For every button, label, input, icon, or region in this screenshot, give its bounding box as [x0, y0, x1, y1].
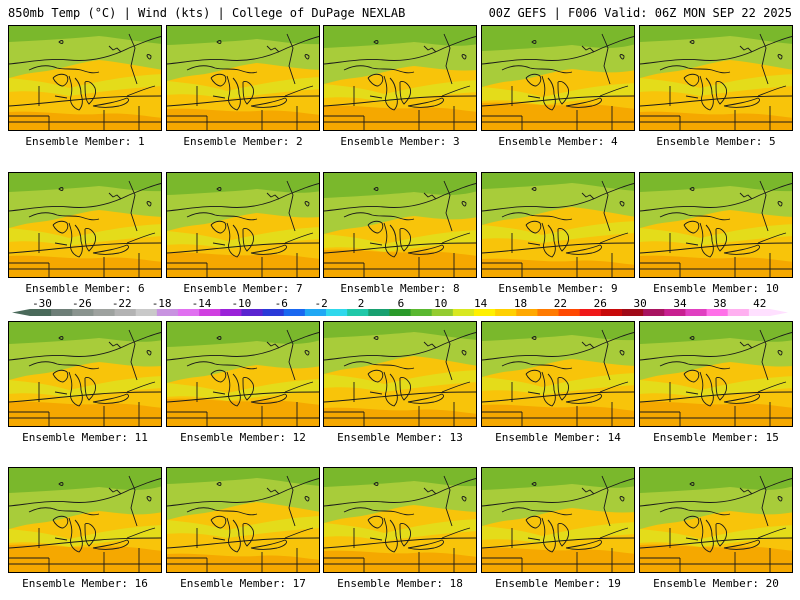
map-panel	[323, 25, 477, 131]
colorbar-tick-label: -14	[191, 297, 212, 310]
colorbar-swatch	[558, 309, 581, 316]
map-panel	[639, 172, 793, 278]
member-caption: Ensemble Member: 18	[337, 577, 463, 590]
colorbar-swatch	[579, 309, 602, 316]
colorbar-swatch	[220, 309, 242, 316]
colorbar-swatch	[178, 309, 200, 316]
map-panel	[323, 467, 477, 573]
colorbar-swatch	[664, 309, 686, 316]
member-caption: Ensemble Member: 14	[495, 431, 621, 444]
colorbar-tick-label: 18	[513, 297, 528, 310]
colorbar-tick-label: 30	[633, 297, 647, 310]
colorbar-swatch	[495, 309, 517, 316]
colorbar-tick-label: 26	[593, 297, 607, 310]
colorbar-swatch	[114, 309, 137, 316]
map-panel	[8, 172, 162, 278]
member-caption: Ensemble Member: 8	[340, 282, 460, 295]
colorbar-swatch	[156, 309, 179, 316]
map-panel	[481, 172, 635, 278]
member-caption: Ensemble Member: 13	[337, 431, 463, 444]
map-panel	[639, 321, 793, 427]
colorbar-swatch	[474, 309, 496, 316]
member-caption: Ensemble Member: 1	[25, 135, 145, 148]
colorbar-swatch	[516, 309, 538, 316]
colorbar-swatch	[93, 309, 116, 316]
colorbar-swatch	[135, 309, 158, 316]
page-title: 850mb Temp (°C) | Wind (kts) | College o…	[8, 6, 406, 20]
colorbar-swatch	[51, 309, 73, 316]
colorbar-tick-label: 10	[434, 297, 448, 310]
colorbar-swatch	[431, 309, 454, 316]
colorbar-tick-label: 22	[553, 297, 568, 310]
map-panel	[481, 467, 635, 573]
colorbar-tick-label: 38	[713, 297, 727, 310]
colorbar-tick-label: -2	[314, 297, 328, 310]
colorbar-tick-label: 42	[753, 297, 767, 310]
map-panel	[323, 172, 477, 278]
colorbar-swatch	[283, 309, 306, 316]
member-caption: Ensemble Member: 20	[653, 577, 779, 590]
colorbar-tick-label: -22	[111, 297, 132, 310]
colorbar-tick-label: -6	[274, 297, 288, 310]
colorbar-swatch	[241, 309, 264, 316]
member-caption: Ensemble Member: 15	[653, 431, 779, 444]
colorbar-swatch	[727, 309, 750, 316]
member-caption: Ensemble Member: 2	[183, 135, 303, 148]
temperature-colorbar	[12, 309, 788, 316]
member-caption: Ensemble Member: 7	[183, 282, 303, 295]
member-caption: Ensemble Member: 4	[498, 135, 618, 148]
map-panel	[639, 25, 793, 131]
map-panel	[8, 467, 162, 573]
map-panel	[166, 321, 320, 427]
map-panel	[8, 321, 162, 427]
colorbar-tick-label: 14	[474, 297, 488, 310]
colorbar-arrow-high	[770, 309, 788, 316]
colorbar-swatch	[685, 309, 708, 316]
colorbar-swatch	[304, 309, 327, 316]
colorbar-swatch	[326, 309, 348, 316]
member-caption: Ensemble Member: 11	[22, 431, 148, 444]
colorbar-tick-label: -30	[32, 297, 52, 310]
colorbar-swatch	[30, 309, 52, 316]
map-panel	[8, 25, 162, 131]
colorbar-tick-label: 34	[673, 297, 687, 310]
map-panel	[166, 467, 320, 573]
colorbar-tick-label: 2	[357, 297, 365, 310]
member-caption: Ensemble Member: 9	[498, 282, 618, 295]
colorbar-swatch	[452, 309, 475, 316]
colorbar-tick-label: -18	[151, 297, 172, 310]
colorbar-swatch	[389, 309, 412, 316]
colorbar-swatch	[537, 309, 560, 316]
colorbar-swatch	[199, 309, 221, 316]
colorbar-tick-label: -10	[231, 297, 252, 310]
colorbar-swatch	[622, 309, 644, 316]
map-panel	[639, 467, 793, 573]
member-caption: Ensemble Member: 19	[495, 577, 621, 590]
colorbar-swatch	[706, 309, 729, 316]
member-caption: Ensemble Member: 5	[656, 135, 776, 148]
member-caption: Ensemble Member: 3	[340, 135, 460, 148]
colorbar-tick-label: -26	[71, 297, 92, 310]
map-panel	[481, 321, 635, 427]
map-panel	[481, 25, 635, 131]
colorbar-swatch	[262, 309, 285, 316]
colorbar-tick-label: 6	[397, 297, 405, 310]
map-panel	[323, 321, 477, 427]
map-panel	[166, 172, 320, 278]
colorbar-arrow-low	[12, 309, 30, 316]
colorbar-swatch	[410, 309, 433, 316]
colorbar-swatch	[600, 309, 623, 316]
colorbar-swatch	[72, 309, 94, 316]
colorbar-swatch	[748, 309, 771, 316]
colorbar-swatch	[643, 309, 665, 316]
member-caption: Ensemble Member: 17	[180, 577, 306, 590]
map-panel	[166, 25, 320, 131]
member-caption: Ensemble Member: 10	[653, 282, 779, 295]
colorbar-swatch	[368, 309, 390, 316]
member-caption: Ensemble Member: 12	[180, 431, 306, 444]
run-info: 00Z GEFS | F006 Valid: 06Z MON SEP 22 20…	[488, 6, 792, 20]
member-caption: Ensemble Member: 16	[22, 577, 148, 590]
colorbar-swatch	[347, 309, 369, 316]
member-caption: Ensemble Member: 6	[25, 282, 145, 295]
